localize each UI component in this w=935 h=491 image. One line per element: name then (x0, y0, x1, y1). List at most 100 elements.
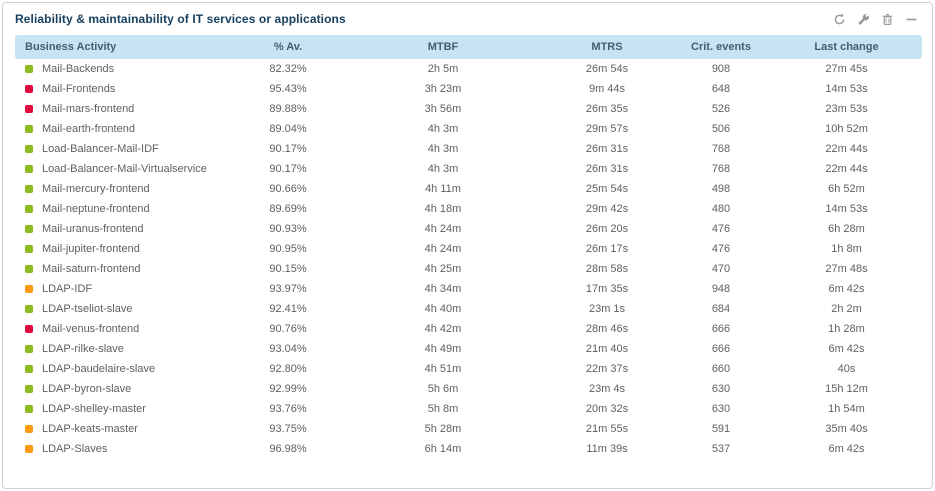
cell-mtrs: 29m 57s (585, 123, 629, 135)
cell-crit: 526 (711, 103, 731, 115)
business-activity-label: LDAP-IDF (42, 283, 93, 295)
cell-business-activity: LDAP-rilke-slave (15, 339, 233, 359)
cell-change: 27m 48s (825, 263, 868, 275)
status-green-icon (25, 205, 33, 213)
cell-mtrs: 11m 39s (586, 443, 628, 455)
business-activity-label: Load-Balancer-Mail-Virtualservice (42, 163, 207, 175)
cell-change: 2h 2m (831, 303, 862, 315)
cell-av: 93.97% (269, 283, 307, 295)
cell-change: 23m 53s (825, 103, 868, 115)
cell-crit: 768 (711, 143, 731, 155)
table-row: Mail-venus-frontend 90.76% 4h 42m 28m 46s 66… (15, 319, 922, 339)
table-row: Mail-Backends 82.32% 2h 5m 26m 54s 908 27m 45… (15, 59, 922, 79)
trash-icon[interactable] (881, 13, 894, 26)
business-activity-label: Mail-jupiter-frontend (42, 243, 140, 255)
cell-mtbf: 4h 24m (424, 223, 462, 235)
business-activity-label: LDAP-shelley-master (42, 403, 146, 415)
collapse-icon[interactable] (905, 13, 918, 26)
cell-crit: 476 (711, 243, 731, 255)
status-orange-icon (25, 285, 33, 293)
cell-mtrs: 23m 4s (588, 383, 626, 395)
business-activity-label: Mail-venus-frontend (42, 323, 140, 335)
cell-mtrs: 28m 46s (585, 323, 629, 335)
column-header-mtbf: MTBF (343, 35, 543, 59)
business-activity-label: Mail-Backends (42, 63, 115, 75)
refresh-icon[interactable] (833, 13, 846, 26)
business-activity-label: LDAP-keats-master (42, 423, 138, 435)
cell-av: 89.04% (269, 123, 307, 135)
status-green-icon (25, 385, 33, 393)
cell-mtbf: 4h 25m (424, 263, 462, 275)
business-activity-label: Load-Balancer-Mail-IDF (42, 143, 159, 155)
table-row: Mail-neptune-frontend 89.69% 4h 18m 29m 42s… (15, 199, 922, 219)
cell-mtbf: 2h 5m (427, 63, 459, 75)
table-row: LDAP-shelley-master 93.76% 5h 8m 20m 32s 630… (15, 399, 922, 419)
cell-change: 22m 44s (825, 143, 868, 155)
cell-av: 92.99% (269, 383, 307, 395)
table-row: Mail-uranus-frontend 90.93% 4h 24m 26m 20s 4… (15, 219, 922, 239)
cell-mtbf: 4h 24m (424, 243, 462, 255)
cell-business-activity: LDAP-shelley-master (15, 399, 233, 419)
widget-title-bar: Reliability & maintainability of IT serv… (3, 3, 932, 32)
wrench-icon[interactable] (857, 13, 870, 26)
cell-mtbf: 4h 3m (427, 143, 459, 155)
business-activity-label: Mail-earth-frontend (42, 123, 135, 135)
cell-mtrs: 21m 55s (585, 423, 629, 435)
cell-mtbf: 4h 11m (425, 183, 461, 195)
table-row: Mail-mars-frontend 89.88% 3h 56m 26m 35s 526… (15, 99, 922, 119)
cell-change: 6h 28m (828, 223, 865, 235)
cell-mtbf: 4h 3m (427, 163, 459, 175)
table-row: Load-Balancer-Mail-Virtualservice 90.17% 4… (15, 159, 922, 179)
column-header-last-change: Last change (771, 35, 922, 59)
cell-crit: 630 (711, 403, 731, 415)
status-green-icon (25, 225, 33, 233)
cell-business-activity: Mail-mars-frontend (15, 99, 233, 119)
table-row: LDAP-rilke-slave 93.04% 4h 49m 21m 40s 666 6m… (15, 339, 922, 359)
cell-business-activity: LDAP-IDF (15, 279, 233, 299)
cell-mtrs: 22m 37s (585, 363, 629, 375)
reliability-table: Business Activity % Av. MTBF MTRS Crit. … (15, 35, 922, 459)
cell-mtbf: 3h 56m (424, 103, 462, 115)
cell-crit: 537 (711, 443, 731, 455)
cell-av: 82.32% (269, 63, 307, 75)
cell-mtrs: 25m 54s (585, 183, 629, 195)
cell-mtrs: 26m 31s (585, 143, 629, 155)
cell-av: 92.41% (269, 303, 307, 315)
cell-change: 35m 40s (825, 423, 868, 435)
cell-av: 90.76% (269, 323, 307, 335)
cell-mtrs: 20m 32s (585, 403, 629, 415)
cell-mtbf: 5h 6m (427, 383, 459, 395)
cell-mtrs: 26m 17s (585, 243, 629, 255)
column-header-crit-events: Crit. events (671, 35, 771, 59)
cell-mtbf: 5h 28m (424, 423, 462, 435)
cell-change: 15h 12m (825, 383, 868, 395)
cell-mtbf: 4h 3m (427, 123, 459, 135)
business-activity-label: LDAP-rilke-slave (42, 343, 124, 355)
cell-av: 92.80% (269, 363, 307, 375)
cell-mtbf: 4h 42m (424, 323, 462, 335)
business-activity-label: Mail-mercury-frontend (42, 183, 150, 195)
status-green-icon (25, 165, 33, 173)
cell-av: 93.04% (269, 343, 307, 355)
status-green-icon (25, 305, 33, 313)
business-activity-label: LDAP-Slaves (42, 443, 108, 455)
cell-change: 40s (837, 363, 856, 375)
cell-crit: 506 (711, 123, 731, 135)
cell-business-activity: LDAP-Slaves (15, 439, 233, 459)
status-orange-icon (25, 425, 33, 433)
table-row: LDAP-keats-master 93.75% 5h 28m 21m 55s 591 3… (15, 419, 922, 439)
cell-change: 1h 54m (828, 403, 865, 415)
status-green-icon (25, 185, 33, 193)
status-green-icon (25, 125, 33, 133)
cell-av: 90.17% (269, 143, 307, 155)
cell-av: 90.93% (269, 223, 307, 235)
cell-crit: 591 (711, 423, 731, 435)
table-row: LDAP-Slaves 96.98% 6h 14m 11m 39s 537 6m 42s (15, 439, 922, 459)
cell-business-activity: Mail-mercury-frontend (15, 179, 233, 199)
cell-crit: 498 (711, 183, 731, 195)
cell-av: 89.69% (269, 203, 307, 215)
cell-business-activity: LDAP-baudelaire-slave (15, 359, 233, 379)
cell-change: 1h 28m (828, 323, 865, 335)
cell-crit: 684 (711, 303, 731, 315)
